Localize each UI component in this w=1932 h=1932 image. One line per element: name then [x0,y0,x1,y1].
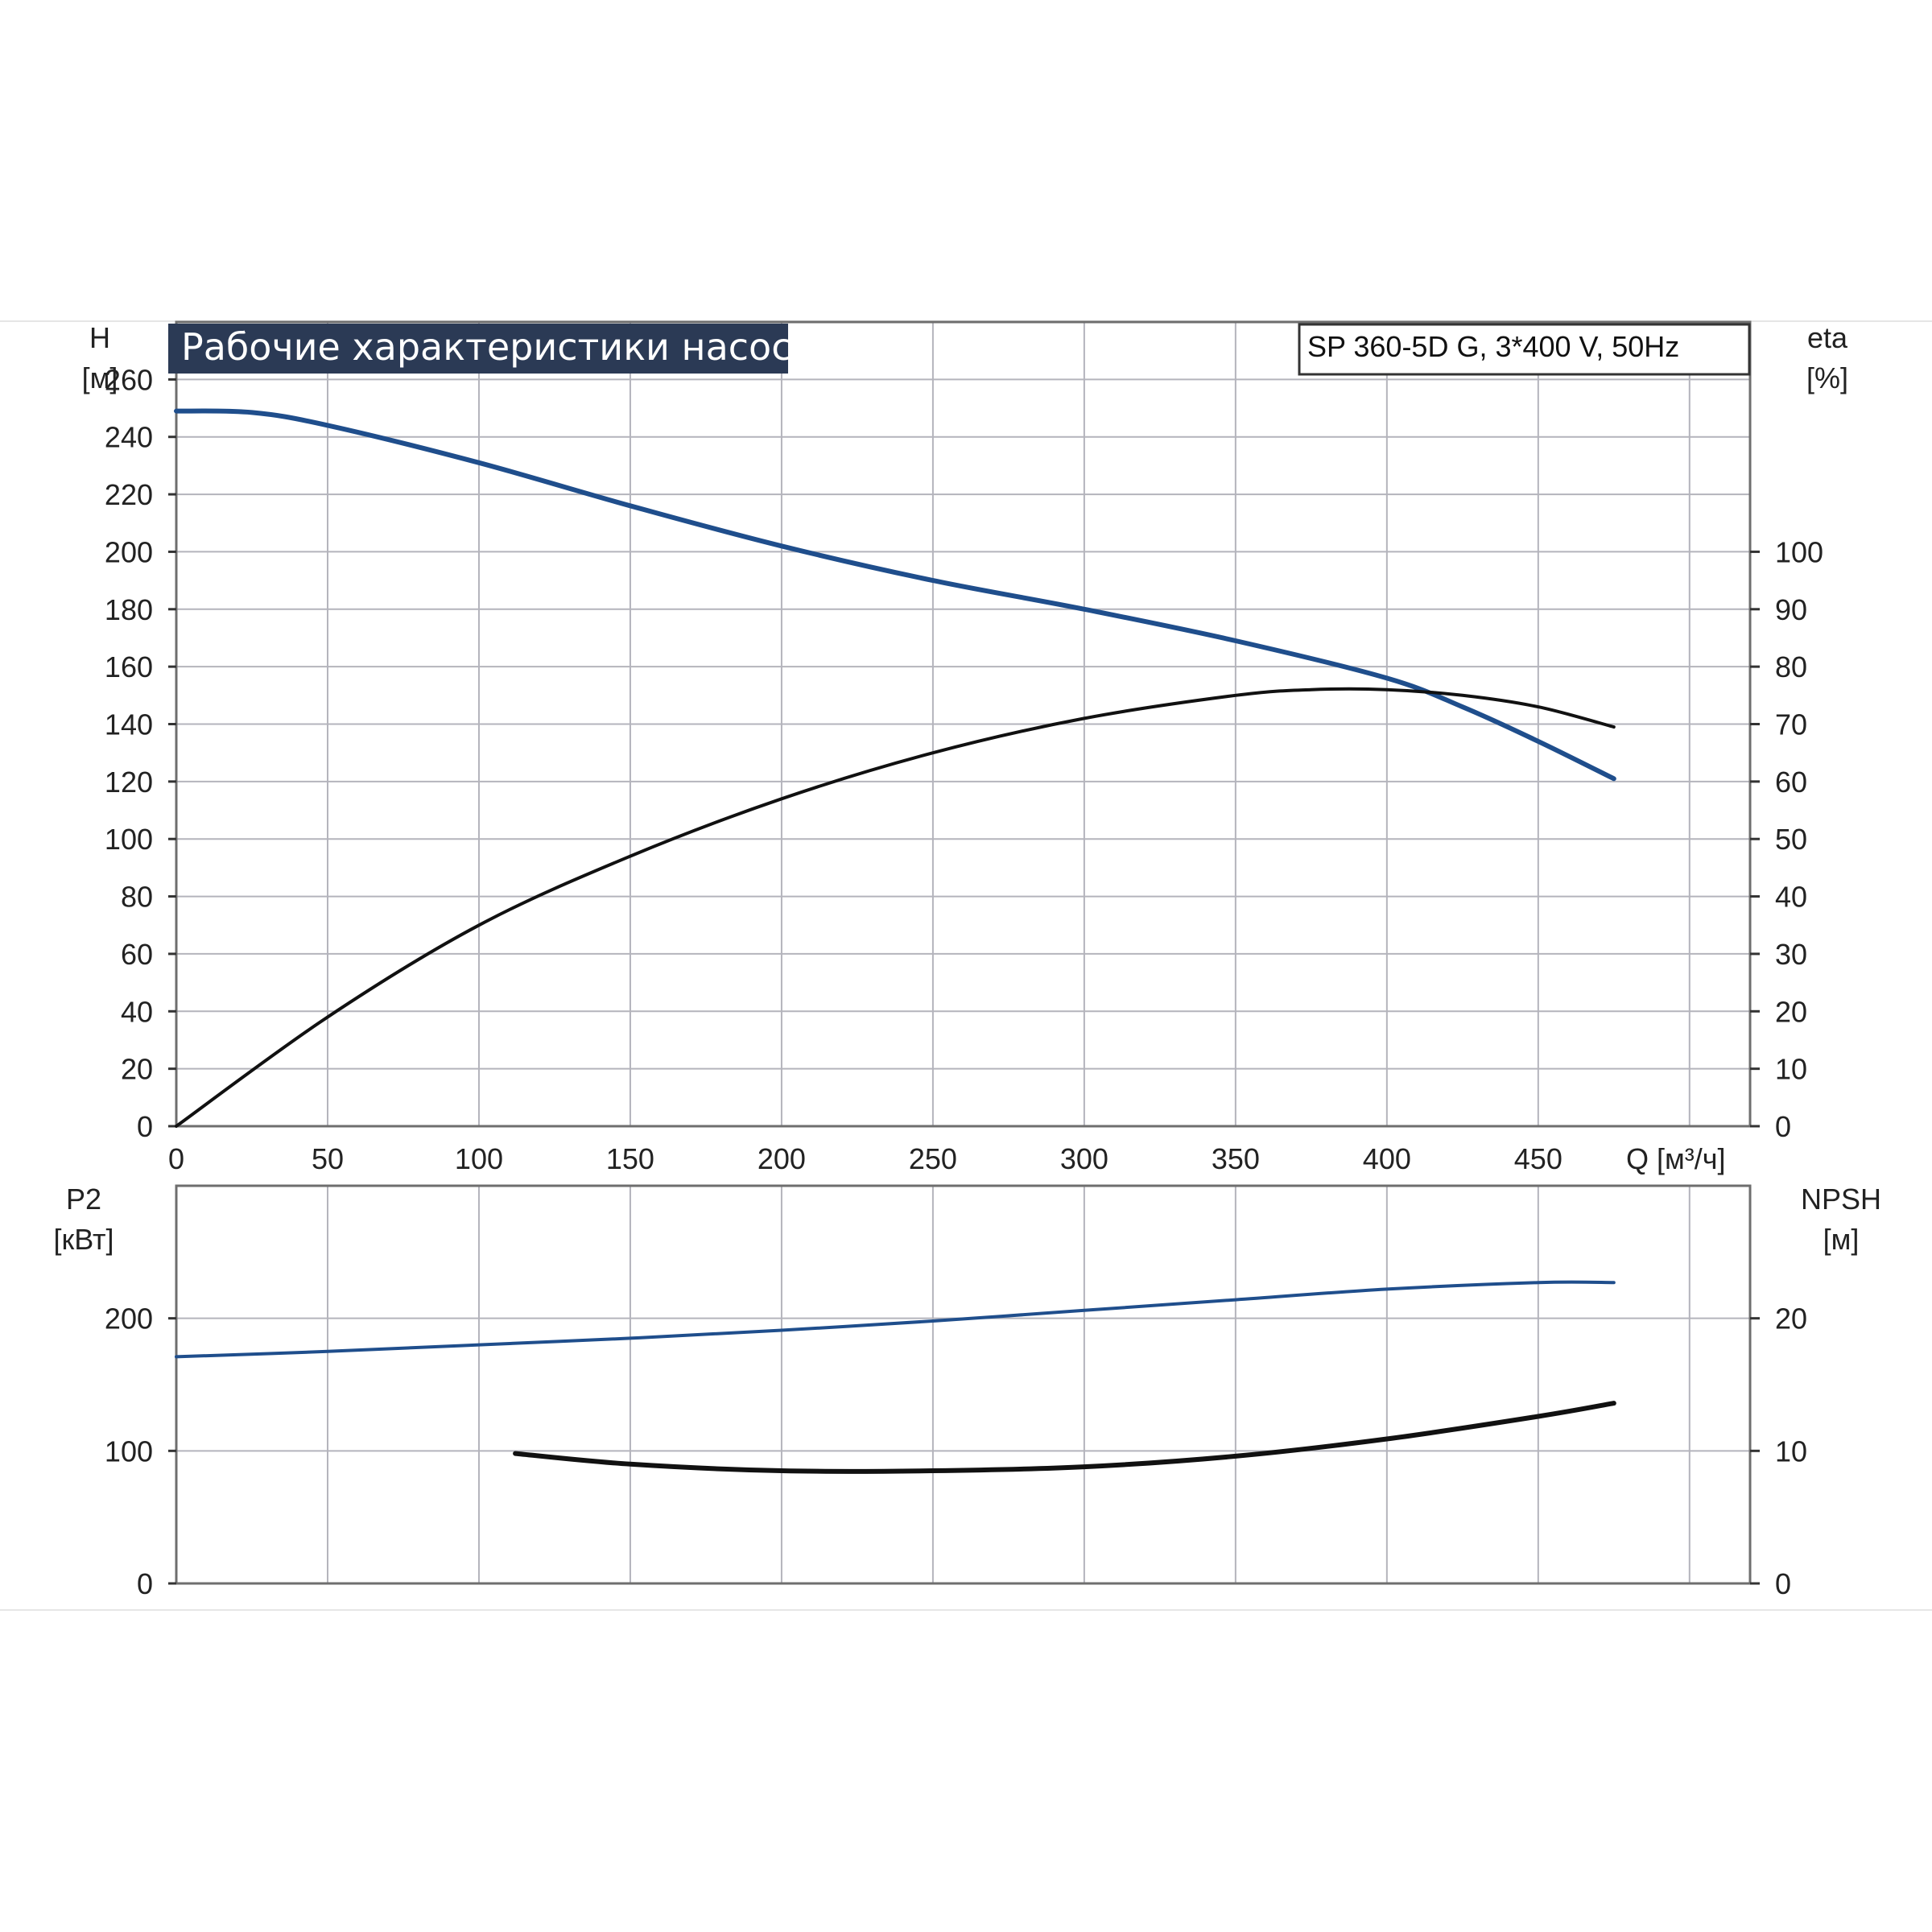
npsh-curve [513,1401,1616,1474]
left-tick-label: 200 [105,1302,153,1335]
power-curve [175,1280,1616,1359]
left-tick-label: 0 [137,1567,153,1600]
left-tick-label: 100 [105,1435,153,1468]
eta-axis-label: eta [1807,321,1848,354]
x-tick-label: 300 [1060,1142,1108,1175]
tick-labels: 0204060801001201401601802002202402600102… [105,363,1823,1600]
left-tick-label: 240 [105,421,153,454]
q-axis-label: Q [м³/ч] [1626,1142,1726,1175]
model-label: SP 360-5D G, 3*400 V, 50Hz [1307,330,1679,363]
left-tick-label: 260 [105,363,153,396]
x-tick-label: 400 [1363,1142,1411,1175]
right-tick-label: 10 [1775,1053,1807,1086]
x-tick-label: 450 [1514,1142,1563,1175]
bottom-panel-frame [175,1184,1752,1585]
left-tick-label: 40 [121,995,153,1028]
right-tick-label: 30 [1775,938,1807,971]
left-tick-label: 200 [105,535,153,568]
left-tick-label: 160 [105,650,153,683]
x-tick-label: 250 [909,1142,957,1175]
right-tick-label: 20 [1775,995,1807,1028]
right-tick-label: 10 [1775,1435,1807,1468]
top-panel-grid [176,322,1750,1126]
bottom-panel-grid [176,1186,1750,1583]
right-tick-label: 80 [1775,650,1807,683]
right-tick-label: 0 [1775,1567,1791,1600]
efficiency-curve [175,687,1616,1128]
npsh-axis-unit: [м] [1823,1223,1860,1256]
x-tick-label: 350 [1212,1142,1260,1175]
chart-title: Рабочие характеристики насоса [181,325,815,369]
left-tick-label: 100 [105,823,153,856]
npsh-axis-label: NPSH [1801,1183,1881,1216]
left-tick-label: 180 [105,593,153,626]
title-banner [168,324,788,374]
curves [174,408,1616,1474]
left-tick-label: 220 [105,478,153,511]
left-tick-label: 120 [105,766,153,799]
right-tick-label: 100 [1775,535,1823,568]
p2-axis-label: P2 [66,1183,101,1216]
right-tick-label: 20 [1775,1302,1807,1335]
eta-axis-unit: [%] [1806,361,1848,394]
h-axis-unit: [м] [82,361,118,394]
bottom-divider-line [0,1609,1932,1611]
left-tick-label: 140 [105,708,153,741]
right-tick-label: 90 [1775,593,1807,626]
left-tick-label: 20 [121,1053,153,1086]
right-tick-label: 0 [1775,1110,1791,1143]
p2-axis-unit: [кВт] [53,1223,114,1256]
x-tick-label: 200 [758,1142,806,1175]
right-tick-label: 60 [1775,766,1807,799]
head-curve [174,408,1616,782]
x-tick-label: 100 [455,1142,503,1175]
right-tick-label: 40 [1775,881,1807,914]
model-box [1298,323,1751,376]
left-tick-label: 60 [121,938,153,971]
x-tick-label: 150 [606,1142,654,1175]
left-tick-label: 0 [137,1110,153,1143]
right-tick-label: 70 [1775,708,1807,741]
x-tick-label: 50 [312,1142,344,1175]
x-tick-label: 0 [168,1142,184,1175]
h-axis-label: H [89,321,110,354]
right-tick-label: 50 [1775,823,1807,856]
left-tick-label: 80 [121,881,153,914]
